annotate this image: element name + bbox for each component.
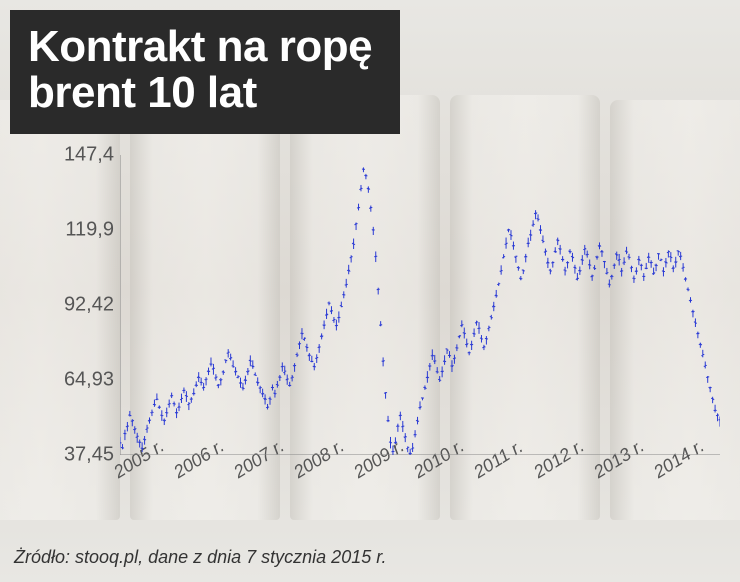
chart-title: Kontrakt na ropę brent 10 lat [10,10,400,134]
price-plot [120,155,720,455]
y-tick-label: 37,45 [44,444,114,467]
title-line-2: brent 10 lat [28,70,372,116]
source-text: Żródło: stooq.pl, dane z dnia 7 stycznia… [14,547,387,568]
chart: 37,4564,9392,42119,9147,4 2005 r.2006 r.… [40,155,720,485]
y-tick-label: 92,42 [44,294,114,317]
y-tick-label: 119,9 [44,219,114,242]
y-tick-label: 64,93 [44,369,114,392]
title-line-1: Kontrakt na ropę [28,24,372,70]
y-tick-label: 147,4 [44,144,114,167]
